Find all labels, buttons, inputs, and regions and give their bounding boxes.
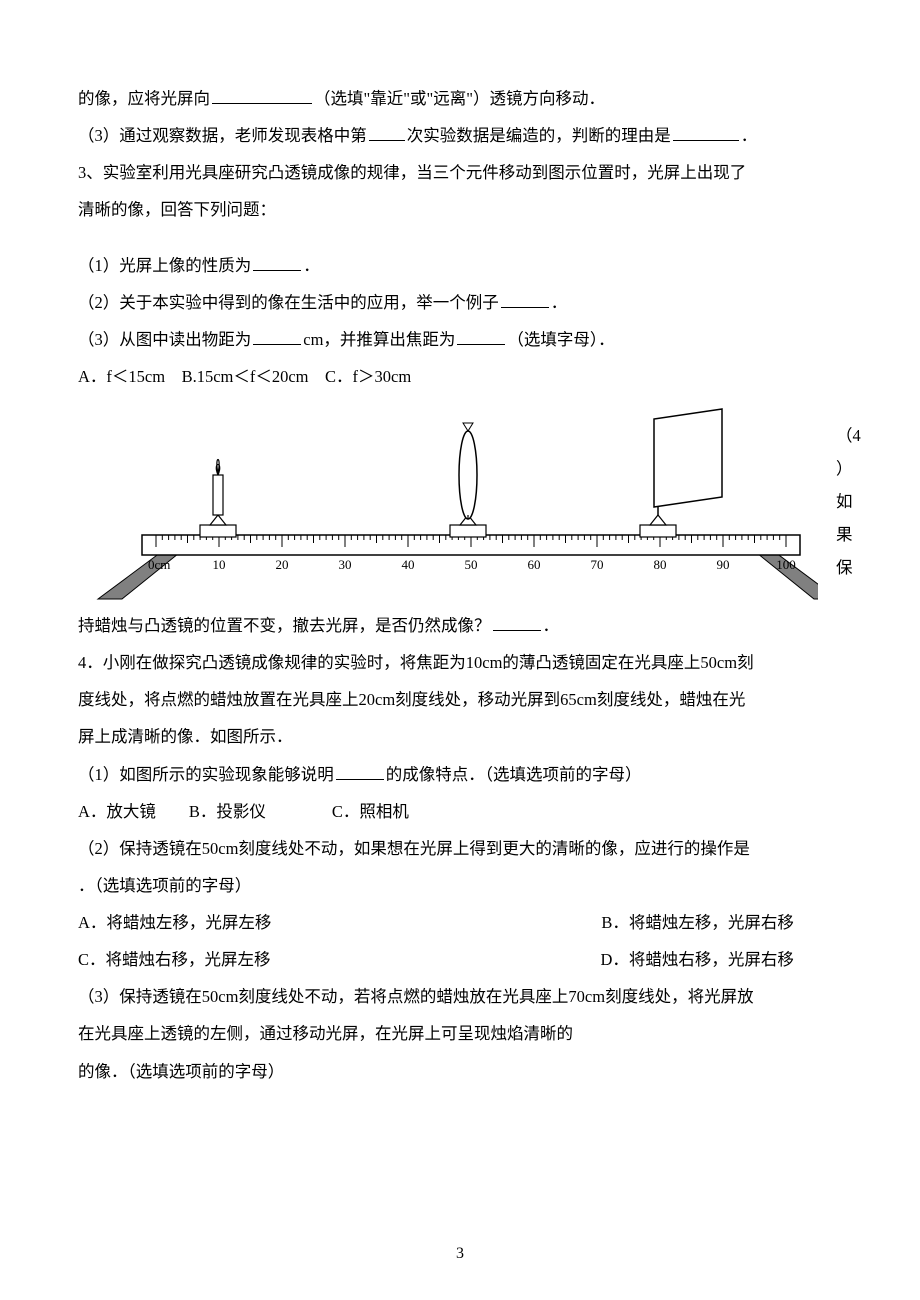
side-text: （4 ） 如 果 保 <box>818 419 858 584</box>
text: 果 <box>836 518 858 551</box>
options: A．f＜15cm B.15cm＜f＜20cm C．f＞30cm <box>78 367 411 386</box>
text-line: 4．小刚在做探究凸透镜成像规律的实验时，将焦距为10cm的薄凸透镜固定在光具座上… <box>78 644 842 681</box>
option-line: A．放大镜 B．投影仪 C．照相机 <box>78 793 842 830</box>
text: ． <box>543 616 560 635</box>
text: cm，并推算出焦距为 <box>303 330 455 349</box>
text-line: （2）保持透镜在50cm刻度线处不动，如果想在光屏上得到更大的清晰的像，应进行的… <box>78 830 842 867</box>
blank <box>673 124 739 142</box>
text-line: （3）通过观察数据，老师发现表格中第 次实验数据是编造的，判断的理由是 ． <box>78 117 842 154</box>
text-line: 屏上成清晰的像．如图所示． <box>78 718 842 755</box>
text: 的成像特点．（选填选项前的字母） <box>386 765 642 784</box>
text-line: （3）保持透镜在50cm刻度线处不动，若将点燃的蜡烛放在光具座上70cm刻度线处… <box>78 978 842 1015</box>
text-line: 在光具座上透镜的左侧，通过移动光屏，在光屏上可呈现烛焰清晰的 <box>78 1015 842 1052</box>
svg-text:90: 90 <box>717 557 730 572</box>
text-line: ．（选填选项前的字母） <box>78 867 842 904</box>
svg-text:100: 100 <box>776 557 796 572</box>
optics-bench-figure: 0cm 10 20 30 40 50 60 70 80 90 100 <box>78 401 818 601</box>
text: （3）保持透镜在50cm刻度线处不动，若将点燃的蜡烛放在光具座上70cm刻度线处… <box>78 987 754 1006</box>
text-line: （3）从图中读出物距为 cm，并推算出焦距为 （选填字母）． <box>78 321 842 358</box>
text: （1）如图所示的实验现象能够说明 <box>78 765 334 784</box>
svg-text:50: 50 <box>465 557 478 572</box>
text: 如 <box>836 485 858 518</box>
text: 保 <box>836 551 858 584</box>
svg-text:30: 30 <box>339 557 352 572</box>
text-line: 的像．（选填选项前的字母） <box>78 1053 842 1090</box>
svg-text:10: 10 <box>213 557 226 572</box>
text-line: 清晰的像，回答下列问题： <box>78 191 842 228</box>
svg-text:60: 60 <box>528 557 541 572</box>
page-number: 3 <box>0 1236 920 1272</box>
text: 4．小刚在做探究凸透镜成像规律的实验时，将焦距为10cm的薄凸透镜固定在光具座上… <box>78 653 754 672</box>
text: 清晰的像，回答下列问题： <box>78 200 276 219</box>
text: 次实验数据是编造的，判断的理由是 <box>407 126 671 145</box>
blank <box>253 253 301 271</box>
spacer <box>78 229 842 247</box>
text: （2）保持透镜在50cm刻度线处不动，如果想在光屏上得到更大的清晰的像，应进行的… <box>78 839 750 858</box>
svg-text:70: 70 <box>591 557 604 572</box>
optics-bench-figure-wrap: 0cm102030405060708090100 （4 ） 如 果 保 <box>78 401 842 601</box>
text-line: 3、实验室利用光具座研究凸透镜成像的规律，当三个元件移动到图示位置时，光屏上出现… <box>78 154 842 191</box>
text: （1）光屏上像的性质为 <box>78 256 251 275</box>
text: 持蜡烛与凸透镜的位置不变，撤去光屏，是否仍然成像？ <box>78 616 491 635</box>
text-line: （1）如图所示的实验现象能够说明 的成像特点．（选填选项前的字母） <box>78 756 842 793</box>
text: 度线处，将点燃的蜡烛放置在光具座上20cm刻度线处，移动光屏到65cm刻度线处，… <box>78 690 745 709</box>
option-line: C．将蜡烛右移，光屏左移 D．将蜡烛右移，光屏右移 <box>78 941 842 978</box>
option-c: C．将蜡烛右移，光屏左移 <box>78 950 271 969</box>
text: （4 <box>836 419 858 452</box>
option-line: A．f＜15cm B.15cm＜f＜20cm C．f＞30cm <box>78 358 842 395</box>
text-line: 持蜡烛与凸透镜的位置不变，撤去光屏，是否仍然成像？ ． <box>78 607 842 644</box>
text: ．（选填选项前的字母） <box>78 876 251 895</box>
svg-text:0cm: 0cm <box>148 557 170 572</box>
option-a: A．将蜡烛左移，光屏左移 <box>78 913 271 932</box>
text: 在光具座上透镜的左侧，通过移动光屏，在光屏上可呈现烛焰清晰的 <box>78 1024 573 1043</box>
text: 的像．（选填选项前的字母） <box>78 1062 284 1081</box>
svg-text:40: 40 <box>402 557 415 572</box>
text-line: 度线处，将点燃的蜡烛放置在光具座上20cm刻度线处，移动光屏到65cm刻度线处，… <box>78 681 842 718</box>
blank <box>457 327 505 345</box>
blank <box>336 762 384 780</box>
text: （选填字母）． <box>507 330 614 349</box>
svg-text:20: 20 <box>276 557 289 572</box>
text: 3、实验室利用光具座研究凸透镜成像的规律，当三个元件移动到图示位置时，光屏上出现… <box>78 163 746 182</box>
text-line: 的像，应将光屏向 （选填"靠近"或"远离"）透镜方向移动． <box>78 80 842 117</box>
text: 屏上成清晰的像．如图所示． <box>78 727 293 746</box>
options: A．放大镜 B．投影仪 C．照相机 <box>78 802 409 821</box>
option-b: B．将蜡烛左移，光屏右移 <box>601 913 794 932</box>
text: （2）关于本实验中得到的像在生活中的应用，举一个例子 <box>78 293 499 312</box>
blank <box>501 290 549 308</box>
svg-text:80: 80 <box>654 557 667 572</box>
blank <box>493 614 541 632</box>
text: 的像，应将光屏向 <box>78 89 210 108</box>
text: ． <box>303 256 320 275</box>
text: ） <box>836 452 858 485</box>
page: 的像，应将光屏向 （选填"靠近"或"远离"）透镜方向移动． （3）通过观察数据，老… <box>0 0 920 1300</box>
option-d: D．将蜡烛右移，光屏右移 <box>601 950 794 969</box>
blank <box>253 327 301 345</box>
text: ． <box>551 293 568 312</box>
text-line: （1）光屏上像的性质为 ． <box>78 247 842 284</box>
text: （选填"靠近"或"远离"）透镜方向移动． <box>314 89 605 108</box>
text: （3）从图中读出物距为 <box>78 330 251 349</box>
text-line: （2）关于本实验中得到的像在生活中的应用，举一个例子 ． <box>78 284 842 321</box>
blank <box>369 124 405 142</box>
text: （3）通过观察数据，老师发现表格中第 <box>78 126 367 145</box>
text: ． <box>741 126 758 145</box>
blank <box>212 87 312 105</box>
option-line: A．将蜡烛左移，光屏左移 B．将蜡烛左移，光屏右移 <box>78 904 842 941</box>
